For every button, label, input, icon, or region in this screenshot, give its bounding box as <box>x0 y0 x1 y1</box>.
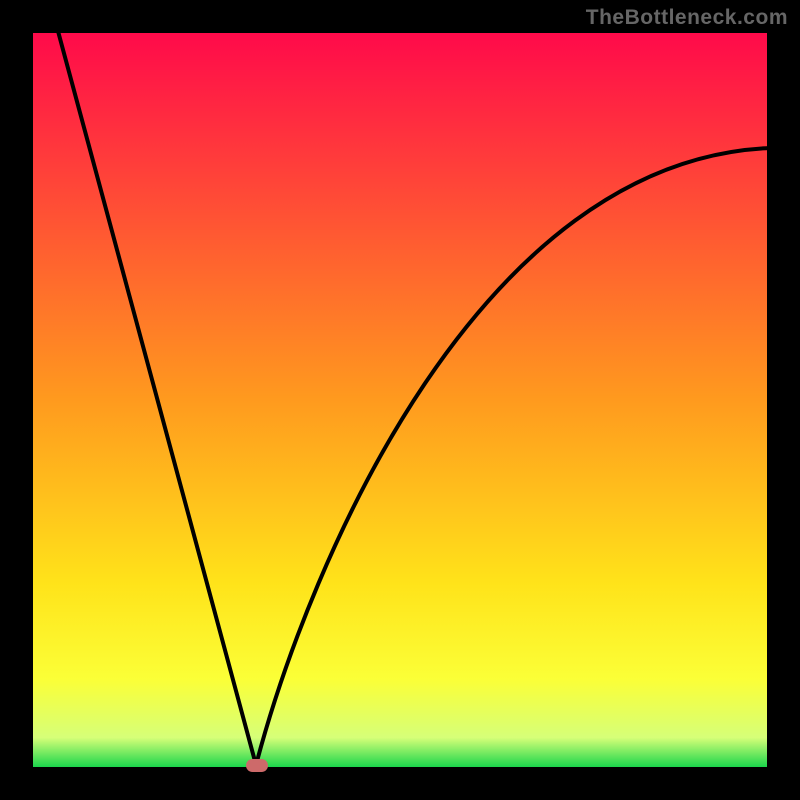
curve-path <box>55 20 770 765</box>
chart-container: { "watermark": { "text": "TheBottleneck.… <box>0 0 800 800</box>
bottleneck-curve <box>0 0 800 800</box>
minimum-marker <box>246 759 268 772</box>
watermark-text: TheBottleneck.com <box>586 6 788 30</box>
